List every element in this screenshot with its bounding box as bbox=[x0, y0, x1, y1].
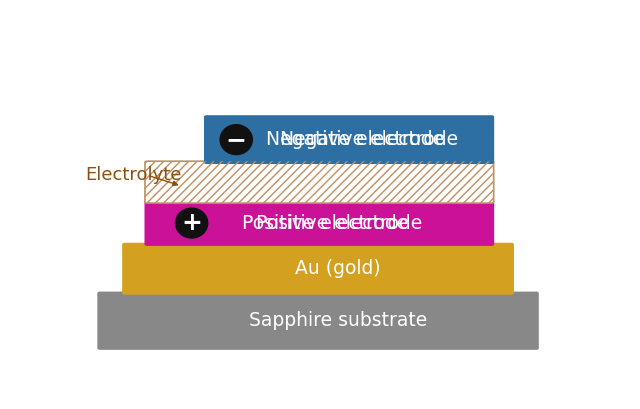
FancyBboxPatch shape bbox=[145, 200, 494, 246]
Ellipse shape bbox=[220, 125, 252, 155]
Text: Negative electrode: Negative electrode bbox=[280, 130, 458, 149]
Text: Positive electrode: Positive electrode bbox=[243, 213, 409, 233]
Ellipse shape bbox=[175, 208, 208, 238]
FancyBboxPatch shape bbox=[122, 243, 514, 295]
Text: Positive electrode: Positive electrode bbox=[256, 213, 422, 233]
Text: Electrolyte: Electrolyte bbox=[85, 166, 181, 184]
Text: Negative electrode: Negative electrode bbox=[266, 130, 444, 149]
FancyBboxPatch shape bbox=[97, 292, 539, 350]
FancyBboxPatch shape bbox=[204, 115, 494, 164]
Text: Sapphire substrate: Sapphire substrate bbox=[249, 311, 427, 330]
Text: Au (gold): Au (gold) bbox=[295, 259, 381, 278]
Text: +: + bbox=[181, 211, 202, 235]
FancyBboxPatch shape bbox=[145, 161, 493, 203]
Text: −: − bbox=[226, 128, 247, 152]
